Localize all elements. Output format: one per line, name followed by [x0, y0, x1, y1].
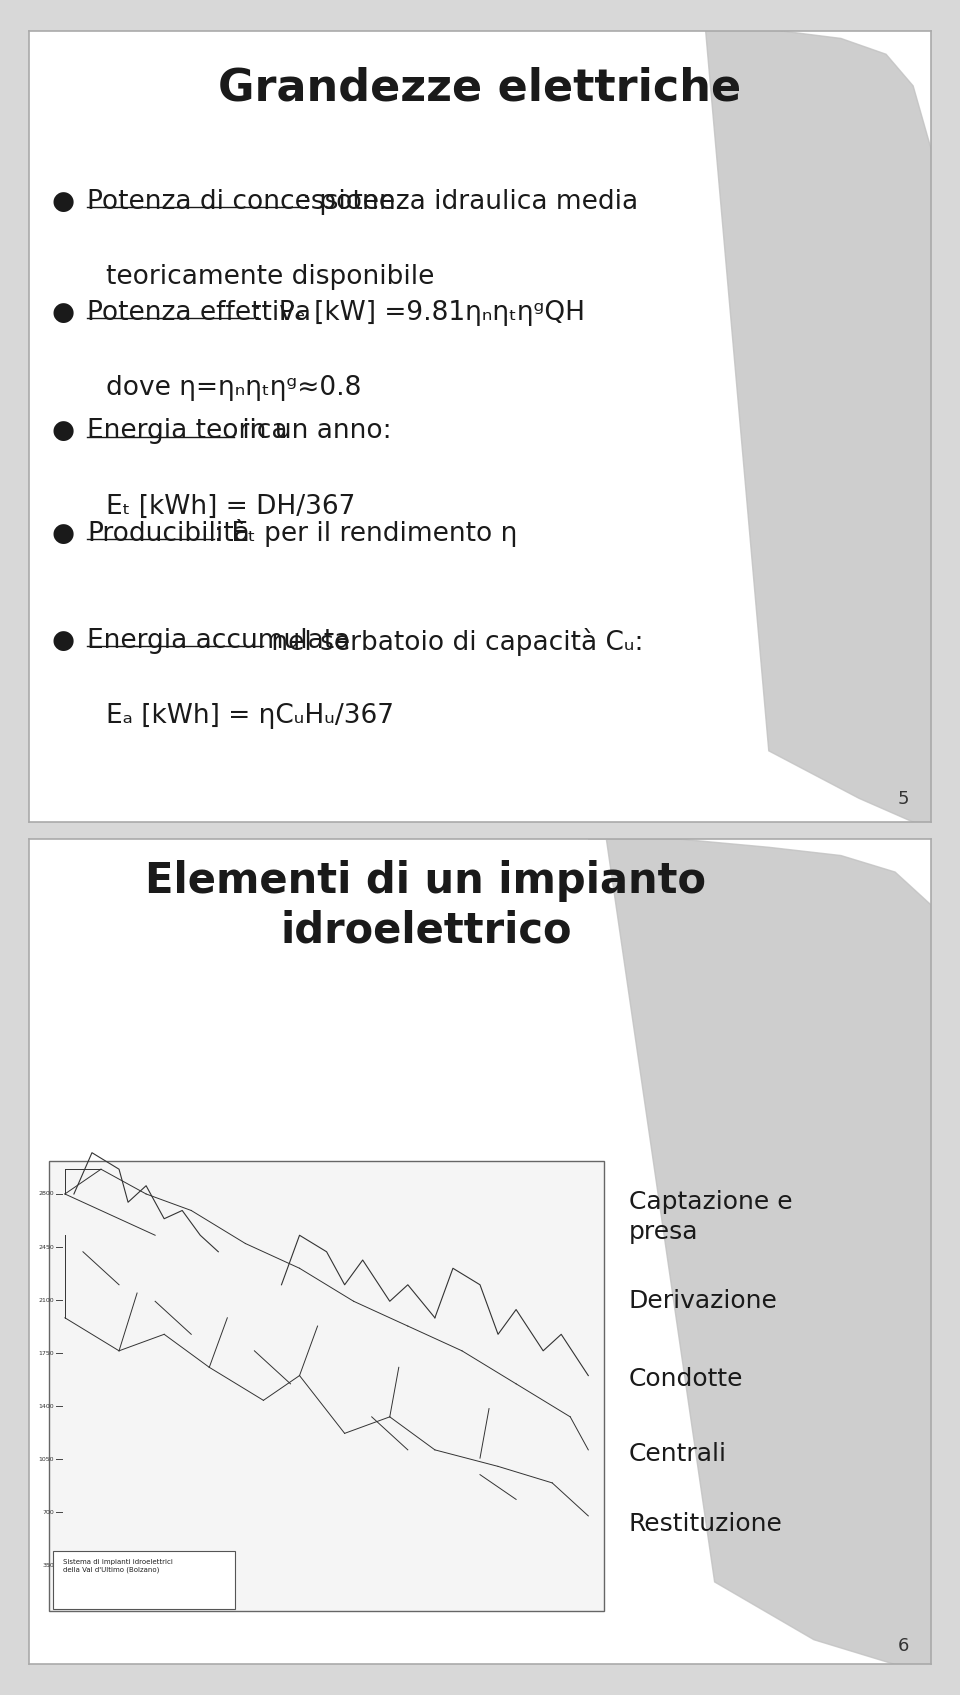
Text: ●: ●: [52, 300, 74, 325]
Text: Restituzione: Restituzione: [629, 1512, 782, 1536]
Text: Potenza effettiva: Potenza effettiva: [87, 300, 311, 325]
Text: Elementi di un impianto
idroelettrico: Elementi di un impianto idroelettrico: [145, 859, 707, 953]
Text: 350: 350: [42, 1563, 54, 1568]
Text: ●: ●: [52, 522, 74, 547]
Text: : Eₜ per il rendimento η: : Eₜ per il rendimento η: [214, 522, 517, 547]
Text: ●: ●: [52, 188, 74, 215]
Text: Derivazione: Derivazione: [629, 1288, 778, 1314]
Text: 2100: 2100: [38, 1298, 54, 1302]
Polygon shape: [706, 31, 931, 822]
Text: Energia teorica: Energia teorica: [87, 419, 288, 444]
FancyBboxPatch shape: [49, 1161, 604, 1610]
Text: 1750: 1750: [38, 1351, 54, 1356]
Text: dove η=ηₙηₜηᵍ≈0.8: dove η=ηₙηₜηᵍ≈0.8: [106, 375, 361, 400]
Text: Energia accumulata: Energia accumulata: [87, 629, 350, 654]
Polygon shape: [588, 839, 931, 1664]
Text: ●: ●: [52, 629, 74, 654]
Text: 2800: 2800: [38, 1192, 54, 1197]
Text: Eₐ [kWh] = ηCᵤHᵤ/367: Eₐ [kWh] = ηCᵤHᵤ/367: [106, 703, 394, 729]
FancyBboxPatch shape: [53, 1551, 234, 1609]
Text: 2450: 2450: [38, 1244, 54, 1249]
Text: Centrali: Centrali: [629, 1442, 727, 1466]
Text: Potenza di concessione: Potenza di concessione: [87, 188, 396, 215]
Text: ●: ●: [52, 419, 74, 444]
Text: 1050: 1050: [38, 1456, 54, 1461]
Text: 700: 700: [42, 1510, 54, 1515]
Text: Captazione e
presa: Captazione e presa: [629, 1190, 793, 1244]
Text: Condotte: Condotte: [629, 1368, 743, 1392]
Text: Eₜ [kWh] = DH/367: Eₜ [kWh] = DH/367: [106, 493, 355, 520]
Text: teoricamente disponibile: teoricamente disponibile: [106, 264, 434, 290]
Text: 6: 6: [898, 1637, 908, 1654]
Text: :  Pₑ [kW] =9.81ηₙηₜηᵍQH: : Pₑ [kW] =9.81ηₙηₜηᵍQH: [253, 300, 586, 325]
Text: 1400: 1400: [38, 1403, 54, 1409]
Text: in un anno:: in un anno:: [233, 419, 392, 444]
Text: Sistema di impianti idroelettrici
della Val d'Ultimo (Bolzano): Sistema di impianti idroelettrici della …: [63, 1559, 173, 1573]
Text: nel serbatoio di capacità Cᵤ:: nel serbatoio di capacità Cᵤ:: [263, 629, 643, 656]
Text: Producibilità: Producibilità: [87, 522, 251, 547]
Text: Grandezze elettriche: Grandezze elettriche: [219, 66, 741, 108]
Text: 5: 5: [898, 790, 908, 809]
Text: : potenza idraulica media: : potenza idraulica media: [301, 188, 638, 215]
